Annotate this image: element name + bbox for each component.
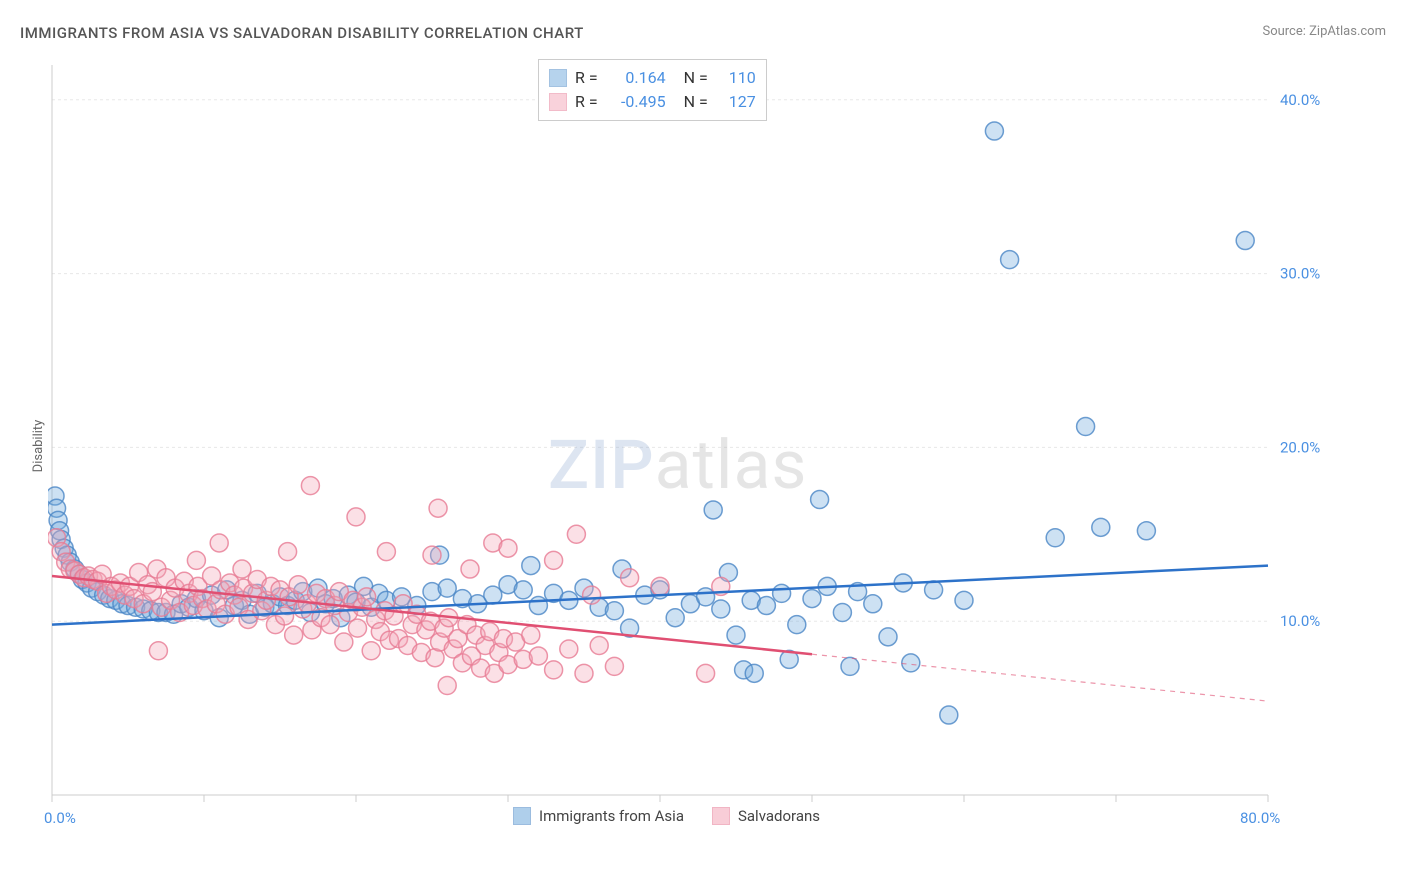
source-attribution: Source: ZipAtlas.com bbox=[1262, 24, 1386, 39]
y-axis-label: Disability bbox=[31, 420, 46, 473]
scatter-chart: 10.0% 20.0% 30.0% 40.0% bbox=[48, 55, 1338, 835]
svg-text:20.0%: 20.0% bbox=[1280, 438, 1320, 456]
svg-text:40.0%: 40.0% bbox=[1280, 91, 1320, 109]
series-name: Salvadorans bbox=[738, 807, 820, 825]
plot-area: 10.0%20.0%30.0%40.0% ZIPatlas R =0.164N … bbox=[48, 55, 1338, 835]
legend-n-value: 110 bbox=[716, 66, 756, 90]
legend-n-label: N = bbox=[684, 90, 708, 114]
series-legend: Immigrants from Asia Salvadorans bbox=[513, 807, 820, 825]
legend-row: R = 0.164 N = 110 bbox=[549, 66, 756, 90]
legend-r-value: -0.495 bbox=[606, 90, 666, 114]
legend-n-value: 127 bbox=[716, 90, 756, 114]
legend-n-label: N = bbox=[684, 66, 708, 90]
legend-r-value: 0.164 bbox=[606, 66, 666, 90]
svg-text:30.0%: 30.0% bbox=[1280, 265, 1320, 283]
source-label: Source: bbox=[1262, 24, 1309, 39]
source-value: ZipAtlas.com bbox=[1309, 24, 1386, 39]
legend-row: R = -0.495 N = 127 bbox=[549, 90, 756, 114]
chart-title: IMMIGRANTS FROM ASIA VS SALVADORAN DISAB… bbox=[20, 24, 584, 42]
correlation-legend: R = 0.164 N = 110 R = -0.495 N = 127 bbox=[538, 59, 767, 121]
legend-swatch bbox=[549, 93, 567, 111]
legend-r-label: R = bbox=[575, 66, 598, 90]
series-legend-item: Salvadorans bbox=[712, 807, 820, 825]
svg-text:10.0%: 10.0% bbox=[1280, 612, 1320, 630]
series-swatch bbox=[513, 807, 531, 825]
series-legend-item: Immigrants from Asia bbox=[513, 807, 684, 825]
series-swatch bbox=[712, 807, 730, 825]
legend-r-label: R = bbox=[575, 90, 598, 114]
series-name: Immigrants from Asia bbox=[539, 807, 684, 825]
x-tick-label: 0.0% bbox=[44, 809, 76, 827]
legend-swatch bbox=[549, 69, 567, 87]
x-tick-label: 80.0% bbox=[1240, 809, 1280, 827]
